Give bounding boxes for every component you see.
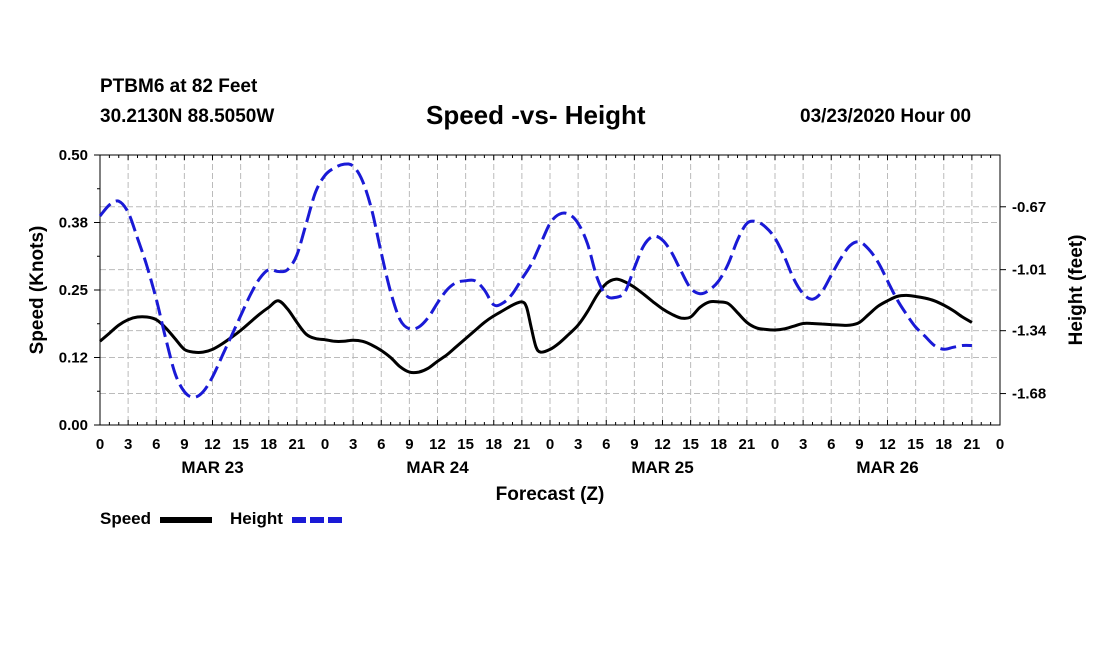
y-tick-label: 0.00 bbox=[59, 417, 88, 434]
x-tick-label: 18 bbox=[485, 436, 502, 453]
y-tick-label: 0.12 bbox=[59, 350, 88, 367]
x-tick-label: 12 bbox=[654, 436, 671, 453]
x-tick-label: 18 bbox=[935, 436, 952, 453]
grid-lines bbox=[100, 155, 1000, 425]
legend-height-label: Height bbox=[230, 509, 283, 528]
x-tick-label: 0 bbox=[321, 436, 329, 453]
x-tick-label: 18 bbox=[260, 436, 277, 453]
y2-axis-label: Height (feet) bbox=[1066, 235, 1087, 346]
x-tick-label: 21 bbox=[964, 436, 981, 453]
day-label: MAR 23 bbox=[181, 458, 243, 477]
series-lines bbox=[98, 162, 973, 399]
x-axis-label: Forecast (Z) bbox=[496, 484, 605, 505]
x-tick-label: 0 bbox=[96, 436, 104, 453]
x-tick-label: 9 bbox=[180, 436, 188, 453]
y2-tick-label: -1.68 bbox=[1012, 386, 1046, 403]
height-series-line bbox=[98, 162, 972, 399]
x-tick-label: 12 bbox=[204, 436, 221, 453]
x-tick-label: 9 bbox=[630, 436, 638, 453]
x-tick-label: 3 bbox=[124, 436, 132, 453]
y2-tick-label: -1.01 bbox=[1012, 262, 1046, 279]
x-tick-label: 6 bbox=[377, 436, 385, 453]
x-tick-label: 18 bbox=[710, 436, 727, 453]
x-tick-label: 21 bbox=[739, 436, 756, 453]
y-tick-label: 0.50 bbox=[59, 147, 88, 164]
legend-speed-label: Speed bbox=[100, 509, 152, 528]
x-tick-label: 6 bbox=[827, 436, 835, 453]
datetime-label: 03/23/2020 Hour 00 bbox=[800, 106, 972, 127]
x-tick-label: 15 bbox=[682, 436, 699, 453]
x-tick-label: 15 bbox=[457, 436, 474, 453]
day-label: MAR 26 bbox=[856, 458, 918, 477]
x-tick-label: 21 bbox=[289, 436, 306, 453]
y-tick-label: 0.38 bbox=[59, 215, 88, 232]
x-tick-label: 12 bbox=[429, 436, 446, 453]
speed-series-line bbox=[99, 277, 973, 375]
x-tick-label: 12 bbox=[879, 436, 896, 453]
x-tick-label: 9 bbox=[405, 436, 413, 453]
y2-tick-label: -1.34 bbox=[1012, 323, 1047, 340]
x-tick-label: 3 bbox=[574, 436, 582, 453]
chart-title: Speed -vs- Height bbox=[426, 100, 646, 130]
x-tick-label: 3 bbox=[349, 436, 357, 453]
y-tick-label: 0.25 bbox=[59, 282, 88, 299]
axes: 0 3 6 9 12 15 18 21 0 3 6 9 12 15 18 21 0 3 6 9 12 15 18 21 0 3 6 9… bbox=[59, 147, 1047, 477]
x-tick-label: 6 bbox=[602, 436, 610, 453]
x-tick-label: 6 bbox=[152, 436, 160, 453]
day-label: MAR 24 bbox=[406, 458, 469, 477]
x-tick-label: 15 bbox=[907, 436, 924, 453]
x-tick-label: 0 bbox=[996, 436, 1004, 453]
x-tick-label: 0 bbox=[771, 436, 779, 453]
x-tick-label: 0 bbox=[546, 436, 554, 453]
x-tick-label: 9 bbox=[855, 436, 863, 453]
y-axis-label: Speed (Knots) bbox=[27, 226, 48, 355]
x-tick-label: 21 bbox=[514, 436, 531, 453]
station-label: PTBM6 at 82 Feet bbox=[100, 76, 258, 97]
day-label: MAR 25 bbox=[631, 458, 693, 477]
x-tick-label: 15 bbox=[232, 436, 249, 453]
x-tick-label: 3 bbox=[799, 436, 807, 453]
y2-tick-label: -0.67 bbox=[1012, 199, 1046, 216]
coordinates-label: 30.2130N 88.5050W bbox=[100, 106, 275, 127]
